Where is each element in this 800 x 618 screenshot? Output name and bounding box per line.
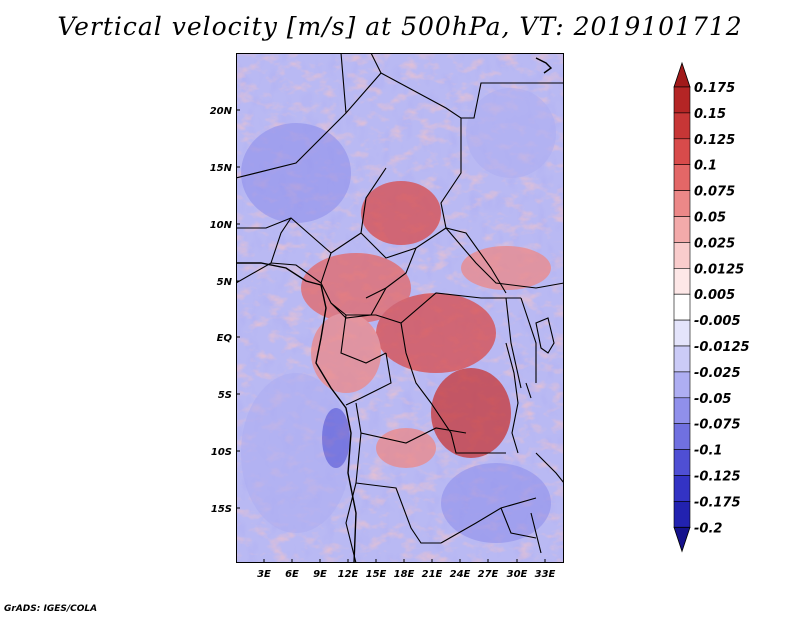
colorbar-level-label: -0.005 <box>694 314 741 329</box>
colorbar-level-label: -0.05 <box>694 392 731 407</box>
colorbar: 0.175 0.15 0.125 0.1 0.075 0.05 0.025 0.0125 0.0… <box>673 61 750 553</box>
colorbar-swatch <box>673 345 691 373</box>
lat-tick-label: 10S <box>211 447 232 458</box>
colorbar-swatch <box>673 423 691 450</box>
colorbar-level-label: 0.005 <box>694 288 735 303</box>
lon-tick-label: 24E <box>450 569 471 580</box>
colorbar-swatch <box>673 449 691 476</box>
lat-tick-label: EQ <box>217 333 233 344</box>
colorbar-level-label: -0.0125 <box>694 340 750 355</box>
colorbar-swatch <box>673 293 691 321</box>
colorbar-swatch <box>673 190 691 217</box>
lon-tick-label: 6E <box>285 569 299 580</box>
plot-title: Vertical velocity [m/s] at 500hPa, VT: 2… <box>57 12 743 41</box>
colorbar-level-label: -0.2 <box>694 521 722 536</box>
lat-tick-label: 20N <box>210 106 233 117</box>
lat-tick-label: 15N <box>210 163 233 174</box>
colorbar-swatch <box>673 319 691 347</box>
colorbar-swatch <box>673 475 691 502</box>
country-borders <box>236 53 564 563</box>
colorbar-swatch <box>673 268 691 295</box>
lon-axis: 3E 6E 9E 12E 15E 18E 21E 24E 27E 30E 33E <box>257 569 556 580</box>
colorbar-level-label: -0.175 <box>694 495 741 510</box>
colorbar-level-label: 0.15 <box>694 107 726 122</box>
colorbar-level-label: 0.05 <box>694 211 726 226</box>
lon-tick-label: 3E <box>257 569 271 580</box>
colorbar-swatch <box>673 138 691 166</box>
colorbar-swatch <box>673 371 691 399</box>
colorbar-level-label: -0.125 <box>694 470 741 485</box>
lat-tick-label: 15S <box>211 504 232 515</box>
colorbar-swatch <box>673 86 691 114</box>
colorbar-swatch <box>673 242 691 269</box>
lat-tick-label: 10N <box>210 220 233 231</box>
colorbar-level-label: 0.1 <box>694 159 717 174</box>
colorbar-swatch <box>673 112 691 140</box>
lat-axis: 20N 15N 10N 5N EQ 5S 10S 15S <box>210 106 233 515</box>
lon-tick-label: 33E <box>535 569 556 580</box>
lon-tick-label: 30E <box>507 569 528 580</box>
colorbar-level-label: -0.025 <box>694 366 741 381</box>
colorbar-level-label: 0.175 <box>694 81 735 96</box>
colorbar-level-label: 0.025 <box>694 236 735 251</box>
lon-tick-label: 21E <box>422 569 443 580</box>
colorbar-level-label: 0.0125 <box>694 262 744 277</box>
lon-tick-label: 27E <box>478 569 499 580</box>
colorbar-bottom-arrow <box>673 526 691 553</box>
colorbar-level-label: -0.075 <box>694 418 741 433</box>
lon-tick-label: 15E <box>366 569 387 580</box>
colorbar-level-label: 0.075 <box>694 185 735 200</box>
colorbar-level-label: 0.125 <box>694 133 735 148</box>
colorbar-swatch <box>673 164 691 191</box>
lat-tick-label: 5N <box>217 277 233 288</box>
colorbar-top-arrow <box>673 61 691 88</box>
map-frame <box>236 53 564 563</box>
colorbar-swatch <box>673 501 691 528</box>
colorbar-level-label: -0.1 <box>694 444 722 459</box>
lon-tick-label: 9E <box>313 569 327 580</box>
map-panel <box>236 53 564 563</box>
colorbar-swatch <box>673 216 691 243</box>
lat-tick-label: 5S <box>218 390 232 401</box>
lon-tick-label: 12E <box>338 569 359 580</box>
grads-credit: GrADS: IGES/COLA <box>4 604 98 614</box>
lon-tick-label: 18E <box>394 569 415 580</box>
blue-field-regions <box>241 88 556 543</box>
colorbar-swatch <box>673 397 691 424</box>
